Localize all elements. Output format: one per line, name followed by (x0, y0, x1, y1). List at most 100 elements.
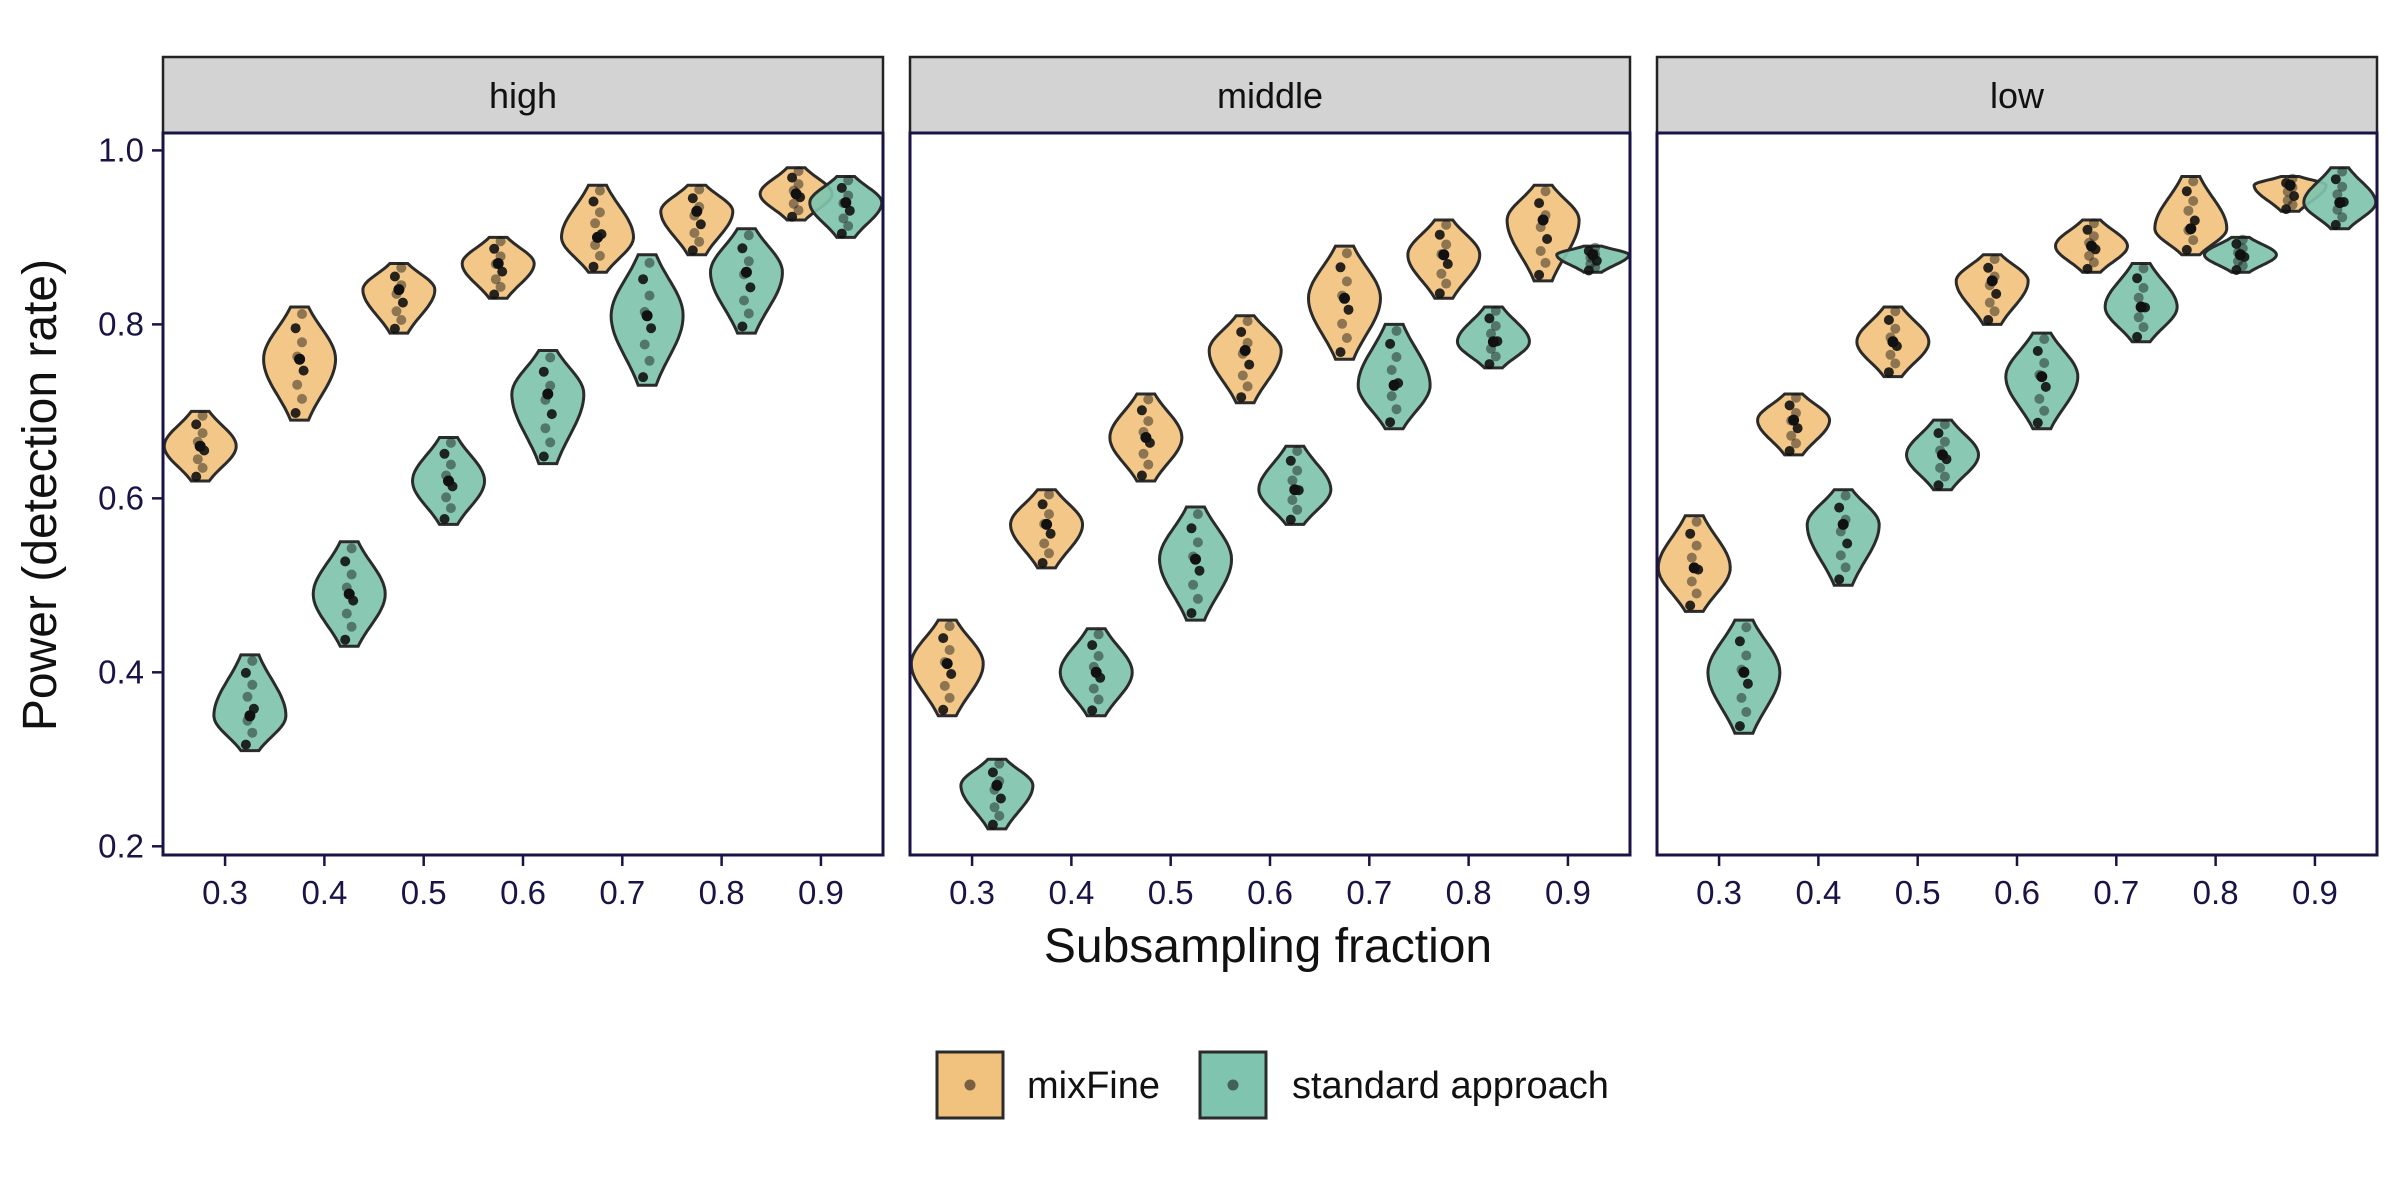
data-point-standard (838, 213, 849, 224)
data-point-standard (844, 205, 855, 216)
facet-label: low (1990, 75, 2045, 116)
data-point-standard (2138, 282, 2149, 293)
data-point-mixfine (1686, 576, 1697, 587)
data-point-mixfine (1691, 588, 1702, 599)
facet-strip (1655, 55, 2379, 135)
y-tick-label: 0.6 (98, 479, 144, 516)
data-point-standard (1087, 640, 1098, 651)
data-point-mixfine (1685, 528, 1696, 539)
data-point-standard (1186, 523, 1197, 534)
data-point-standard (2332, 189, 2343, 200)
data-point-standard (1188, 579, 1199, 590)
data-point-mixfine (1883, 367, 1894, 378)
median-point-standard (1289, 484, 1301, 496)
data-point-mixfine (197, 428, 208, 439)
data-point-standard (1741, 707, 1752, 717)
data-point-standard (745, 282, 756, 293)
data-point-standard (2133, 292, 2144, 303)
data-point-mixfine (391, 306, 402, 317)
data-point-standard (240, 667, 251, 678)
data-point-standard (1087, 705, 1098, 716)
data-point-standard (987, 767, 998, 778)
violins (910, 183, 1630, 831)
data-point-mixfine (946, 669, 957, 679)
data-point-standard (994, 810, 1005, 821)
data-point-mixfine (191, 471, 202, 482)
data-point-mixfine (1341, 276, 1352, 287)
median-point-mixfine (1788, 414, 1800, 426)
data-point-standard (2032, 417, 2043, 428)
median-point-mixfine (393, 284, 405, 296)
data-point-mixfine (1244, 359, 1255, 370)
data-point-standard (2133, 312, 2144, 323)
data-point-standard (1834, 502, 1845, 513)
data-point-standard (1484, 313, 1495, 324)
legend-label-standard: standard approach (1292, 1065, 1609, 1107)
median-point-standard (1587, 249, 1599, 261)
data-point-mixfine (297, 393, 307, 404)
data-point-mixfine (1442, 259, 1453, 269)
data-point-mixfine (1989, 254, 2000, 265)
legend-key-dot (1227, 1079, 1239, 1091)
median-point-standard (1837, 518, 1849, 530)
violin-standard (510, 349, 586, 466)
data-point-mixfine (1044, 548, 1054, 559)
legend-key-dot (964, 1079, 976, 1091)
data-point-standard (445, 503, 456, 514)
data-point-standard (2039, 405, 2050, 416)
data-point-mixfine (1691, 540, 1702, 551)
data-point-mixfine (2289, 191, 2300, 202)
data-point-mixfine (1039, 538, 1050, 549)
data-point-mixfine (695, 219, 706, 230)
x-tick-label: 0.7 (1346, 874, 1392, 911)
data-point-standard (843, 221, 854, 231)
median-point-mixfine (1339, 292, 1350, 304)
data-point-mixfine (2181, 186, 2192, 197)
data-point-standard (1840, 490, 1851, 501)
data-point-mixfine (793, 205, 804, 216)
data-point-standard (737, 321, 748, 332)
data-point-mixfine (197, 462, 208, 473)
y-tick-label: 0.8 (98, 305, 144, 342)
data-point-mixfine (944, 692, 955, 703)
data-point-standard (1093, 629, 1104, 640)
violin-mixfine (1954, 253, 2030, 326)
violin-mixfine (1207, 314, 1283, 405)
data-point-mixfine (1983, 262, 1994, 273)
x-tick-label: 0.6 (1994, 874, 2040, 911)
data-point-standard (538, 366, 549, 377)
data-point-mixfine (1236, 392, 1247, 403)
data-point-standard (1939, 436, 1950, 447)
x-tick-label: 0.7 (2093, 874, 2139, 911)
data-point-standard (445, 459, 456, 470)
data-point-mixfine (2084, 250, 2095, 261)
data-point-standard (346, 543, 357, 554)
violin-mixfine (559, 183, 636, 274)
median-point-mixfine (2086, 240, 2097, 252)
data-point-standard (341, 608, 352, 619)
data-point-standard (1742, 678, 1753, 689)
median-point-standard (840, 197, 852, 209)
data-point-standard (1935, 462, 1946, 473)
data-point-mixfine (1791, 392, 1801, 403)
median-point-mixfine (691, 205, 703, 217)
data-point-mixfine (1337, 318, 1348, 329)
median-point-standard (2036, 371, 2048, 383)
data-point-mixfine (938, 633, 949, 644)
median-point-mixfine (941, 658, 953, 670)
data-point-mixfine (1143, 459, 1154, 470)
data-point-mixfine (489, 289, 500, 300)
data-point-mixfine (2082, 263, 2093, 274)
violin-mixfine (2153, 175, 2229, 257)
data-point-standard (2132, 273, 2143, 284)
data-point-mixfine (1341, 333, 1352, 343)
data-point-mixfine (1237, 370, 1248, 381)
violin-standard (959, 757, 1035, 831)
data-point-mixfine (290, 408, 301, 418)
data-point-mixfine (944, 621, 955, 632)
data-point-mixfine (1983, 315, 1994, 325)
data-point-mixfine (1242, 316, 1253, 327)
data-point-standard (545, 437, 556, 448)
data-point-mixfine (2188, 235, 2199, 246)
panel-background (1657, 133, 2377, 855)
